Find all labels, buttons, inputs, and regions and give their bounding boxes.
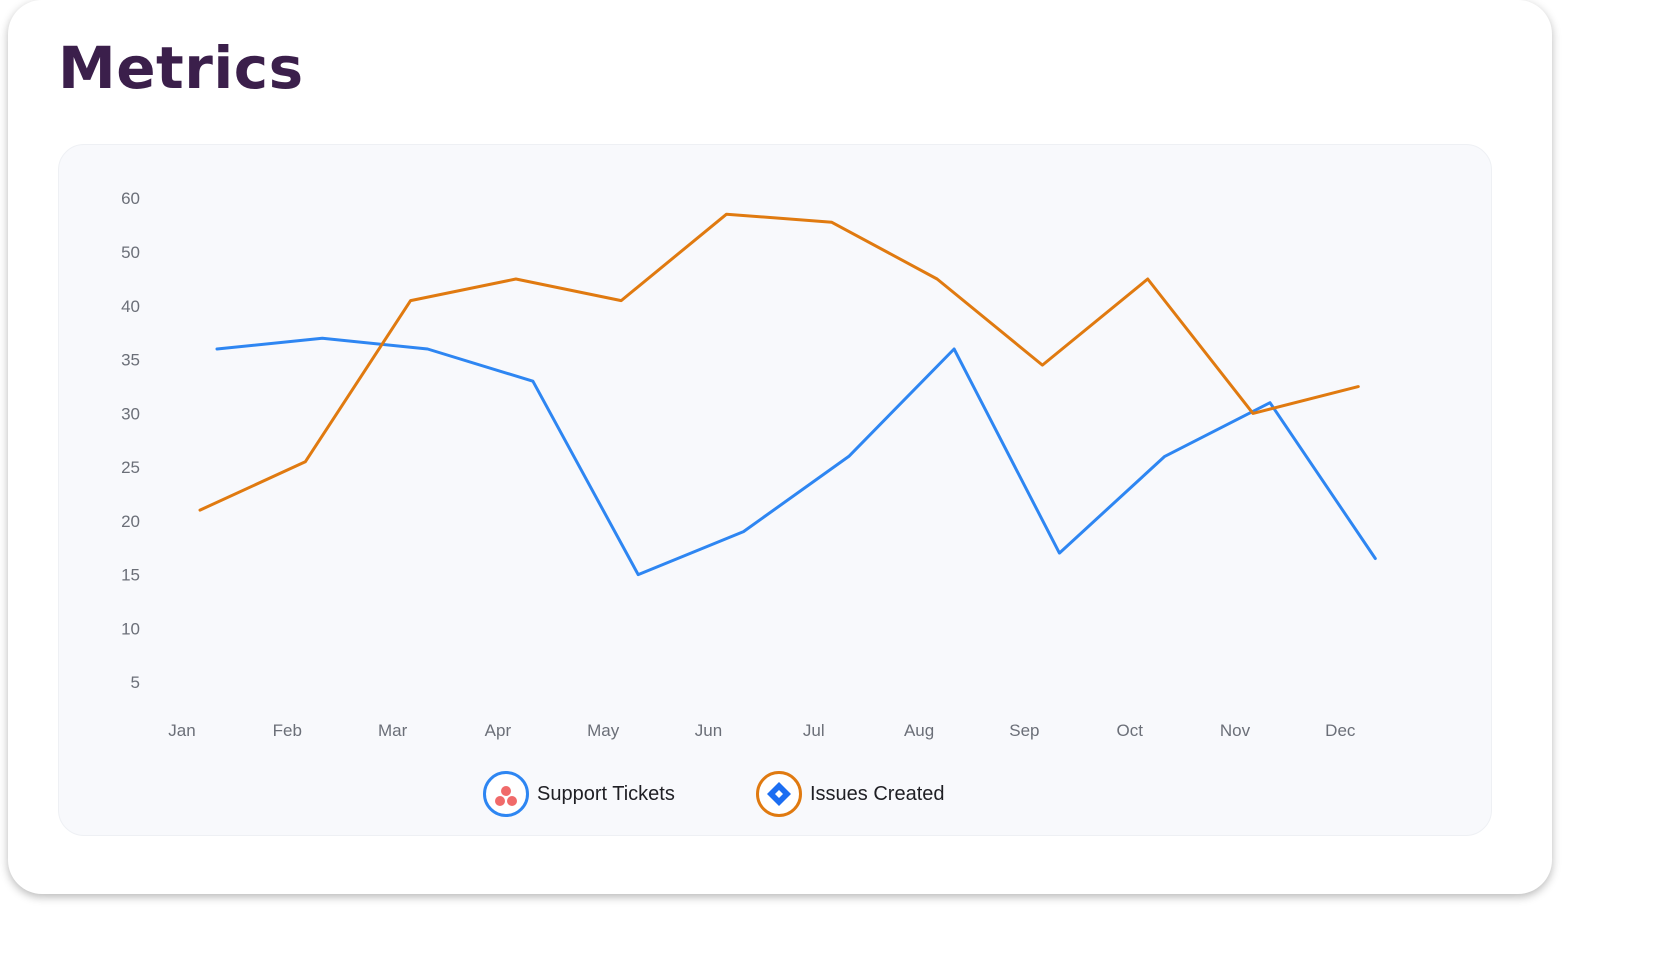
x-axis-ticks: Jan Feb Mar Apr May Jun Jul Aug Sep Oct Nov Dec — [168, 721, 1356, 740]
data-point[interactable] — [721, 208, 733, 220]
y-axis-ticks: 60 50 40 35 30 25 20 15 10 5 — [121, 189, 140, 692]
y-tick-label: 50 — [121, 243, 140, 262]
legend-item-support-tickets[interactable]: Support Tickets — [483, 768, 675, 820]
series-line-support-tickets — [215, 336, 1377, 577]
x-tick-label: Jun — [695, 721, 722, 740]
y-tick-label: 35 — [121, 351, 140, 370]
data-point[interactable] — [422, 343, 434, 355]
x-tick-label: Oct — [1116, 721, 1143, 740]
x-tick-label: Jul — [803, 721, 825, 740]
x-tick-label: Aug — [904, 721, 934, 740]
line-chart: 60 50 40 35 30 25 20 15 10 5 Jan Feb Mar Apr May Jun Ju… — [121, 189, 1381, 740]
metrics-card: Metrics — [8, 0, 1552, 894]
y-tick-label: 5 — [131, 673, 140, 692]
data-point[interactable] — [948, 343, 960, 355]
x-tick-label: Jan — [168, 721, 195, 740]
y-tick-label: 15 — [121, 566, 140, 585]
data-point[interactable] — [1053, 547, 1065, 559]
x-tick-label: Mar — [378, 721, 408, 740]
data-point[interactable] — [826, 216, 838, 228]
x-tick-label: Dec — [1325, 721, 1356, 740]
legend-label: Support Tickets — [537, 782, 675, 805]
data-point[interactable] — [316, 332, 328, 344]
data-point[interactable] — [843, 450, 855, 462]
x-tick-label: Feb — [273, 721, 302, 740]
data-point[interactable] — [632, 569, 644, 581]
data-point[interactable] — [738, 526, 750, 538]
data-point[interactable] — [405, 295, 417, 307]
series-line-issues-created — [198, 212, 1360, 512]
data-point[interactable] — [299, 456, 311, 468]
y-tick-label: 30 — [121, 404, 140, 423]
x-tick-label: Apr — [485, 721, 512, 740]
data-point[interactable] — [1352, 381, 1364, 393]
legend-label: Issues Created — [810, 782, 945, 805]
y-tick-label: 40 — [121, 297, 140, 316]
jira-icon — [756, 771, 802, 817]
chart-panel — [58, 144, 1492, 836]
x-tick-label: Nov — [1220, 721, 1251, 740]
data-point[interactable] — [510, 273, 522, 285]
y-tick-label: 20 — [121, 512, 140, 531]
data-point[interactable] — [931, 273, 943, 285]
y-tick-label: 25 — [121, 458, 140, 477]
x-tick-label: May — [587, 721, 620, 740]
data-point[interactable] — [1369, 553, 1381, 565]
data-point[interactable] — [615, 295, 627, 307]
y-tick-label: 10 — [121, 619, 140, 638]
y-tick-label: 60 — [121, 189, 140, 208]
asana-icon — [483, 771, 529, 817]
data-point[interactable] — [211, 343, 223, 355]
page-title: Metrics — [58, 34, 304, 102]
data-point[interactable] — [1247, 407, 1259, 419]
data-point[interactable] — [194, 504, 206, 516]
legend-item-issues-created[interactable]: Issues Created — [756, 768, 945, 820]
data-point[interactable] — [527, 375, 539, 387]
data-point[interactable] — [1036, 359, 1048, 371]
data-point[interactable] — [1142, 273, 1154, 285]
x-tick-label: Sep — [1009, 721, 1039, 740]
data-point[interactable] — [1159, 450, 1171, 462]
series-lines — [194, 208, 1381, 581]
